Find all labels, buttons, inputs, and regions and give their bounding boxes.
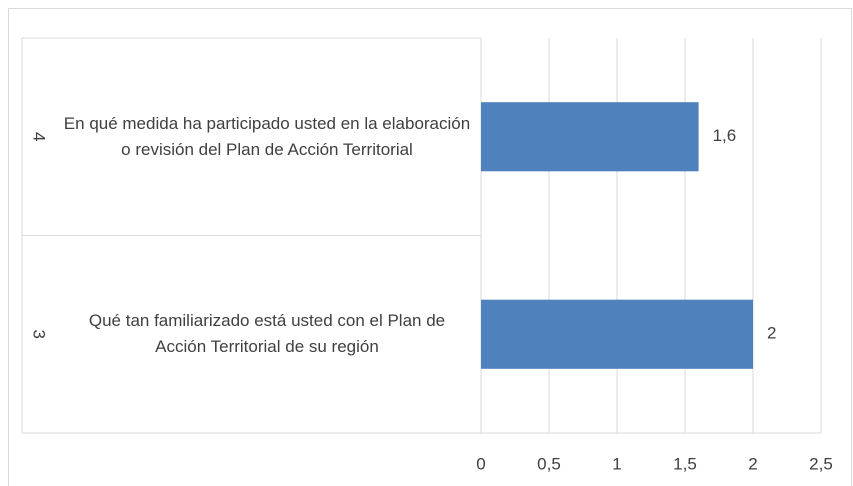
x-tick-label: 1 bbox=[612, 454, 621, 473]
category-label-box: Qué tan familiarizado está usted con el … bbox=[88, 311, 446, 357]
data-label: 2 bbox=[767, 324, 776, 343]
x-tick-label: 2,5 bbox=[809, 454, 833, 473]
category-label-box: En qué medida ha participado usted en la… bbox=[63, 113, 471, 159]
bar bbox=[481, 102, 699, 172]
x-tick-label: 2 bbox=[748, 454, 757, 473]
x-tick-label: 0,5 bbox=[537, 454, 561, 473]
bar bbox=[481, 299, 753, 369]
group-label: 3 bbox=[30, 330, 49, 339]
group-label: 4 bbox=[30, 132, 49, 141]
chart-frame bbox=[8, 8, 852, 486]
y-tick-label: En qué medida ha participado usted en la… bbox=[63, 113, 471, 159]
x-tick-label: 0 bbox=[476, 454, 485, 473]
x-tick-label: 1,5 bbox=[673, 454, 697, 473]
data-label: 1,6 bbox=[713, 126, 737, 145]
y-tick-label: Qué tan familiarizado está usted con el … bbox=[88, 311, 446, 357]
